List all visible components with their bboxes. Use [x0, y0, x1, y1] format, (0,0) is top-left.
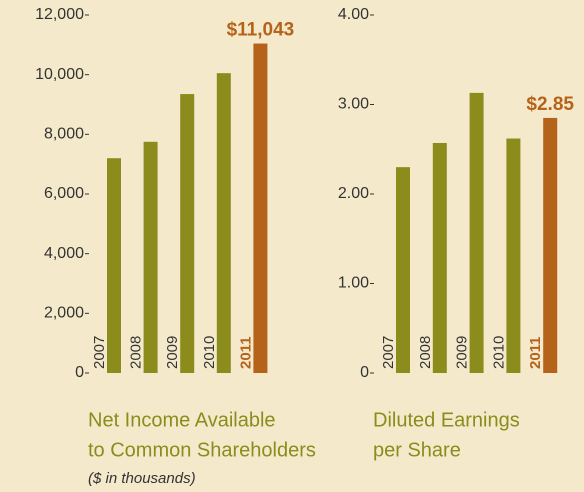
x-tick-label: 2009 — [454, 336, 471, 369]
y-tick-label: 4.00 — [338, 6, 369, 23]
y-tick-label: 12,000 — [35, 6, 84, 23]
bar — [107, 158, 121, 373]
chart-title: Net Income Available — [88, 409, 276, 431]
bar — [469, 92, 484, 374]
bar — [543, 117, 558, 373]
chart-title: per Share — [373, 439, 461, 461]
y-tick-label: 0 — [75, 364, 84, 381]
chart-title: Diluted Earnings — [373, 409, 520, 431]
x-tick-label: 2009 — [164, 336, 181, 369]
bar — [253, 43, 268, 373]
y-tick-label: 4,000 — [44, 245, 84, 262]
value-label: $2.85 — [526, 94, 574, 115]
y-tick-label: 1.00 — [338, 275, 369, 292]
y-tick-label: 2.00 — [338, 185, 369, 202]
x-tick-label: 2011 — [527, 336, 544, 369]
x-tick-label: 2007 — [380, 336, 397, 369]
y-tick-label: 10,000 — [35, 66, 84, 83]
bar — [180, 94, 195, 373]
x-tick-label: 2011 — [237, 336, 254, 369]
y-tick-label: 0 — [360, 364, 369, 381]
y-tick-label: 6,000 — [44, 185, 84, 202]
chart-subtitle: ($ in thousands) — [88, 470, 196, 487]
x-tick-label: 2007 — [91, 336, 108, 369]
value-label: $11,043 — [227, 20, 295, 41]
x-tick-label: 2008 — [417, 336, 434, 369]
bar — [396, 167, 410, 373]
bar — [506, 138, 521, 373]
y-tick-label: 3.00 — [338, 96, 369, 113]
y-tick-label: 2,000 — [44, 305, 84, 322]
y-tick-label: 8,000 — [44, 126, 84, 143]
bar — [432, 142, 447, 373]
chart-title: to Common Shareholders — [88, 439, 316, 461]
bar — [216, 73, 231, 374]
x-tick-label: 2010 — [201, 336, 218, 369]
bar — [143, 141, 158, 373]
x-tick-label: 2010 — [490, 336, 507, 369]
x-tick-label: 2008 — [128, 336, 145, 369]
